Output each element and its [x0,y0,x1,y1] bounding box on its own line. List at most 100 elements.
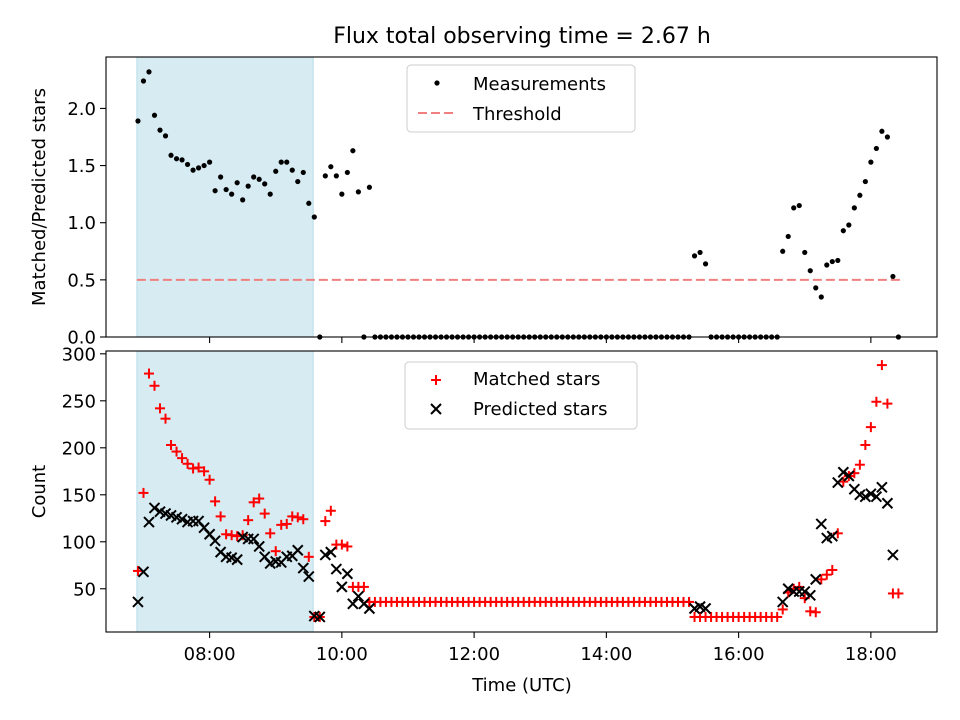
measurement-point [240,197,246,203]
measurement-point [206,159,213,165]
matched-star-point [199,466,210,477]
measurement-point [218,174,224,180]
top-axes-frame [105,56,938,338]
measurement-point [284,159,290,165]
measurement-point [691,253,698,259]
measurement-point [366,184,373,190]
matched-star-point [138,487,149,498]
measurement-point [229,191,235,197]
matched-star-point [816,574,827,585]
predicted-star-point [352,590,365,602]
y-tick-label: 0.0 [67,328,96,349]
predicted-star-point [826,530,839,542]
matched-star-point [821,569,832,580]
measurement-point [140,78,147,84]
matched-star-point [292,512,303,523]
measurement-point [344,169,350,176]
measurement-point [350,148,356,154]
measurement-point [179,157,185,163]
predicted-star-point [336,581,348,593]
matched-star-point [155,403,166,414]
measurement-point [195,165,202,171]
measurement-point [322,173,328,179]
matched-star-point [303,551,314,562]
predicted-star-point [314,611,326,623]
bottom-observing-span [136,350,314,633]
legend-measurements-marker [434,80,440,86]
chart-title: Flux total observing time = 2.67 h [333,24,711,49]
predicted-star-point [876,481,888,493]
matched-star-point [270,546,281,557]
measurement-point [813,285,819,291]
matched-star-point [810,607,821,618]
measurement-point [879,128,885,134]
matched-star-point [336,539,347,550]
measurement-point [851,205,857,211]
top-panel: 0.00.51.01.52.0 Matched/Predicted stars … [29,56,938,349]
measurement-point [824,262,830,268]
predicted-star-point [297,562,309,574]
predicted-star-point [347,598,359,610]
predicted-star-point [132,596,144,608]
bottom-y-axis-label: Count [29,465,50,518]
bottom-axes-frame [105,350,938,633]
matched-star-point [865,422,876,433]
bottom-x-ticks: 08:00 10:00 12:00 14:00 16:00 18:00 [184,632,897,665]
measurement-point [862,178,868,185]
matched-star-point [358,581,369,592]
y-tick-label: 200 [62,438,96,459]
legend-matched-label: Matched stars [473,369,600,390]
top-y-ticks: 0.0 0.5 1.0 1.5 2.0 [67,99,106,349]
y-tick-label: 300 [62,344,96,365]
matched-star-point [854,459,865,470]
predicted-star-point [815,518,827,530]
matched-star-point [210,496,221,507]
predicted-star-point [887,549,899,561]
legend-predicted-label: Predicted stars [473,399,607,420]
top-x-ticks [209,337,872,343]
measurement-point [190,167,196,173]
predicted-star-point [319,549,332,561]
measurement-point [223,186,229,193]
matched-star-point [248,497,259,508]
measurement-point [829,258,835,265]
matched-star-point [281,518,292,529]
measurement-point [135,118,141,124]
measurement-point [289,167,295,173]
y-tick-label: 1.5 [67,156,96,177]
measurement-point [333,173,339,179]
predicted-star-point [209,535,221,547]
matched-star-point [298,514,309,525]
x-axis-label: Time (UTC) [471,675,572,696]
matched-star-point [342,541,353,552]
measurement-point [697,249,703,256]
measurement-point [785,233,791,240]
matched-star-point [237,530,248,541]
matched-star-point [193,462,204,473]
measurement-point [857,192,863,198]
predicted-star-point [865,488,877,500]
x-tick-label: 18:00 [845,644,897,665]
measurement-point [840,228,846,234]
y-tick-label: 50 [73,579,96,600]
bottom-legend: Matched stars Predicted stars [404,361,638,430]
y-tick-label: 1.0 [67,213,96,234]
predicted-star-point [292,544,304,556]
measurement-point [234,180,240,186]
predicted-star-point [799,585,811,598]
matched-star-point [149,380,160,391]
measurement-point [328,164,334,170]
measurement-point [184,161,191,168]
matched-star-point [325,505,336,516]
predicted-star-point [143,516,155,528]
predicted-star-point [176,513,188,525]
measurement-point [267,191,273,197]
matched-star-point [777,604,788,615]
measurement-point [262,181,268,187]
predicted-star-point [231,553,243,566]
y-tick-label: 100 [62,532,96,553]
measurement-point [162,133,169,139]
measurement-point [807,268,813,274]
predicted-star-point [782,583,794,595]
